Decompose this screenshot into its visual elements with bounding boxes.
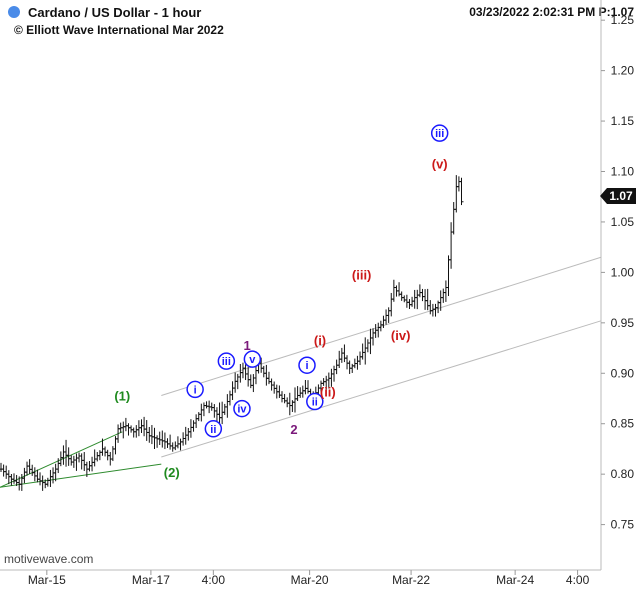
chart-copyright: © Elliott Wave International Mar 2022: [14, 23, 224, 37]
y-tick-label: 1.25: [611, 13, 635, 27]
svg-text:iv: iv: [237, 404, 247, 416]
svg-text:i: i: [305, 360, 308, 372]
x-tick-label: 4:00: [202, 573, 226, 587]
y-tick-label: 1.15: [611, 114, 635, 128]
x-tick-label: Mar-17: [132, 573, 170, 587]
chart-title: Cardano / US Dollar - 1 hour: [28, 5, 201, 20]
y-tick-label: 0.80: [611, 467, 635, 481]
svg-text:ii: ii: [312, 397, 318, 409]
wave-labels: (1)(2)iiiiiiivv12(i)iii(ii)(iii)(iv)(v)i…: [114, 124, 449, 480]
wave-label-circled: iii: [430, 124, 449, 142]
x-tick-label: Mar-15: [28, 573, 66, 587]
wave-label-circled: iv: [233, 399, 251, 418]
y-tick-label: 0.95: [611, 316, 635, 330]
wave-label: (ii): [320, 384, 336, 399]
price-bar: [459, 177, 464, 206]
channel-line: [161, 320, 602, 458]
y-tick-label: 0.75: [611, 518, 635, 532]
last-price-label: 1.07: [609, 189, 633, 203]
svg-text:i: i: [194, 384, 197, 396]
wave-label-circled: ii: [204, 420, 223, 438]
x-tick-label: Mar-22: [392, 573, 430, 587]
wave-label: 1: [244, 338, 251, 353]
wave-label-circled: i: [186, 380, 204, 399]
svg-text:iii: iii: [435, 128, 444, 140]
wave-label-circled: ii: [306, 392, 324, 411]
wave-label: (v): [432, 156, 448, 171]
wave-label-circled: iii: [217, 352, 236, 370]
y-tick-label: 1.10: [611, 165, 635, 179]
wave-label: (2): [164, 465, 180, 480]
wave-label: 2: [290, 422, 297, 437]
timestamp-price: 03/23/2022 2:02:31 PM P:1.07: [469, 5, 634, 19]
wave-label: (i): [314, 333, 326, 348]
wave-label: (1): [114, 388, 130, 403]
svg-text:iii: iii: [222, 356, 231, 368]
wave-label-circled: v: [243, 350, 262, 368]
x-tick-label: Mar-20: [291, 573, 329, 587]
channel-line: [0, 463, 162, 488]
wave-label: (iii): [352, 267, 372, 282]
svg-text:v: v: [249, 354, 256, 366]
wave-label-circled: i: [298, 356, 316, 374]
y-tick-label: 0.85: [611, 417, 635, 431]
last-price-marker: 1.07: [600, 188, 636, 204]
x-tick-label: Mar-24: [496, 573, 534, 587]
last-price-flag: [600, 188, 636, 204]
y-tick-label: 1.00: [611, 265, 635, 279]
y-axis: 0.75 0.80 0.85 0.90 0.95 1.00 1.05 1.10 1.15 1.20…: [601, 13, 635, 532]
y-tick-label: 1.20: [611, 64, 635, 78]
svg-text:ii: ii: [210, 424, 216, 436]
y-tick-label: 1.05: [611, 215, 635, 229]
symbol-dot-icon: [8, 6, 20, 18]
watermark: motivewave.com: [4, 552, 93, 566]
price-bars: [0, 175, 464, 491]
wave-label: (iv): [391, 328, 411, 343]
y-tick-label: 0.90: [611, 366, 635, 380]
x-tick-label: 4:00: [566, 573, 590, 587]
x-axis: Mar-15 Mar-17 4:00 Mar-20 Mar-22 Mar-24 4:00: [28, 570, 590, 587]
